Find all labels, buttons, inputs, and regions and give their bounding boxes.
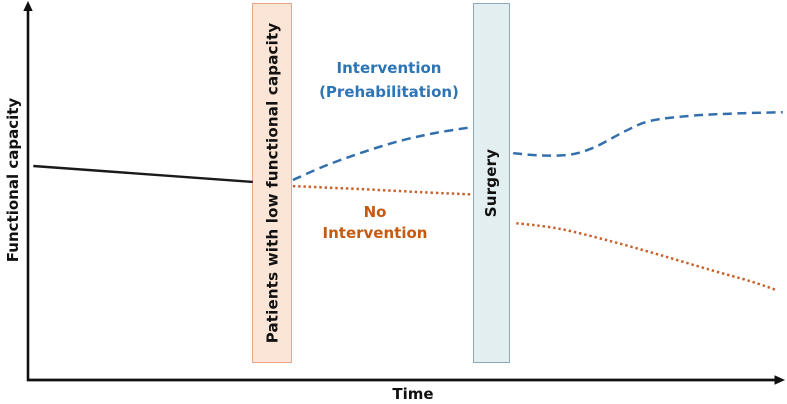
series-no-intervention-segment-1 xyxy=(292,184,471,196)
no-intervention-label-line2: Intervention xyxy=(322,224,428,242)
series-group xyxy=(33,110,783,292)
axes xyxy=(23,1,785,385)
series-intervention-prehabilitation-segment-2 xyxy=(513,110,783,157)
intervention-label-line1: Intervention xyxy=(336,59,442,77)
no-intervention-label-line1: No xyxy=(363,203,387,221)
x-axis-label: Time xyxy=(392,385,434,403)
x-axis-arrow-icon xyxy=(774,375,785,385)
intervention-label: Intervention (Prehabilitation) xyxy=(279,56,499,104)
series-intervention-prehabilitation-segment-1 xyxy=(292,126,472,182)
series-baseline-low-capacity-segment-1 xyxy=(33,164,253,184)
y-axis-arrow-icon xyxy=(23,1,33,11)
band-surgery: Surgery xyxy=(473,3,511,363)
y-axis-label: Functional capacity xyxy=(4,97,22,263)
series-no-intervention-segment-2 xyxy=(516,221,777,292)
intervention-label-line2: (Prehabilitation) xyxy=(319,83,459,101)
no-intervention-label: No Intervention xyxy=(295,202,455,244)
